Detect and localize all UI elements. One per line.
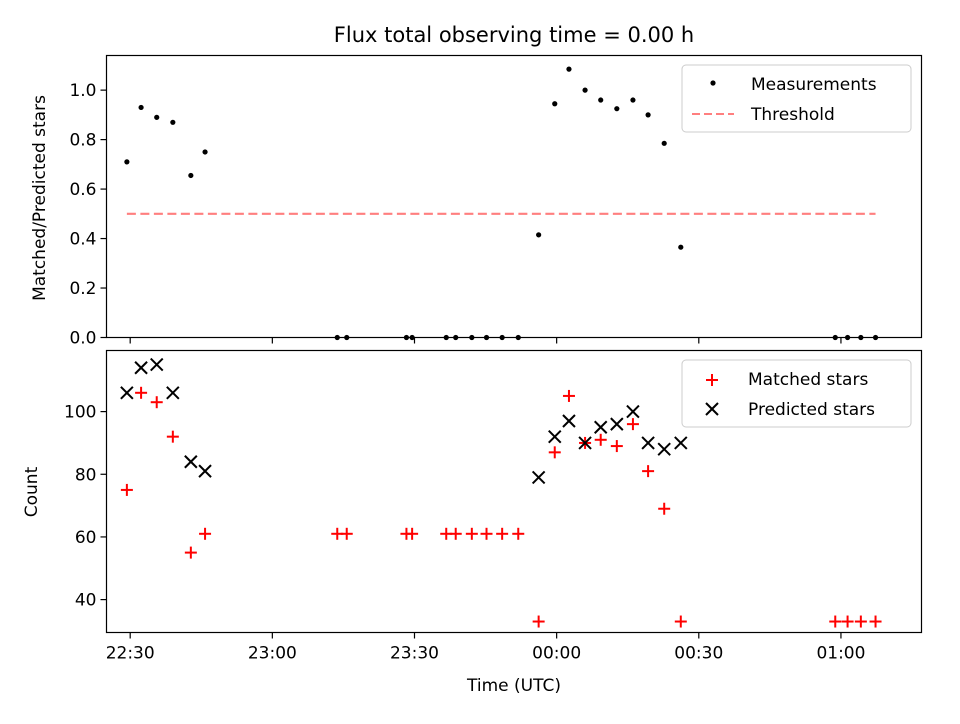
matched-stars-point — [562, 389, 575, 402]
measurements-point — [552, 101, 558, 107]
bottom-y-tick-label: 40 — [75, 591, 97, 611]
top-y-tick-label: 0.6 — [69, 180, 96, 200]
chart-title: Flux total observing time = 0.00 h — [334, 23, 694, 47]
predicted-stars-point — [150, 357, 164, 372]
predicted-stars-point — [548, 429, 562, 444]
measurements-point — [614, 106, 620, 112]
legend-threshold-label: Threshold — [750, 105, 835, 125]
measurements-point — [154, 114, 160, 120]
bottom-plot-frame — [105, 349, 923, 634]
top-panel: Matched/Predicted stars 0.0 0.2 0.4 0.6 0.8 1… — [30, 54, 923, 349]
matched-stars-point — [496, 527, 509, 540]
legend-predicted-marker — [705, 402, 719, 416]
measurements-point — [202, 149, 208, 155]
matched-stars-point — [150, 396, 163, 409]
predicted-stars-point — [184, 455, 198, 469]
top-y-tick-label: 0.0 — [69, 329, 96, 349]
measurements-point — [124, 159, 130, 165]
bottom-legend: Matched stars Predicted stars — [681, 359, 912, 428]
bottom-panel: Count Time (UTC) 22:30 23:00 23:30 00:00 00:… — [22, 349, 923, 696]
measurements-point — [630, 97, 636, 103]
measurements-point — [598, 97, 604, 103]
predicted-stars-point — [562, 414, 576, 428]
measurements-point — [188, 172, 194, 179]
matched-stars-point — [184, 546, 197, 559]
matched-stars-point — [869, 615, 882, 628]
predicted-stars-point — [594, 420, 608, 434]
bottom-y-axis-label: Count — [22, 466, 42, 517]
measurements-point — [678, 244, 684, 250]
bottom-x-tick-label: 23:00 — [248, 644, 297, 664]
matched-stars-point — [199, 527, 212, 540]
measurements-point — [661, 140, 667, 146]
top-plot-frame — [105, 54, 923, 339]
predicted-stars-point — [120, 386, 134, 400]
bottom-y-tick-label: 100 — [64, 403, 96, 423]
bottom-y-tick-label: 60 — [75, 528, 97, 548]
predicted-stars-point — [578, 436, 592, 450]
bottom-x-tick-label: 00:30 — [674, 644, 723, 664]
measurements-point — [582, 87, 588, 93]
bottom-x-tick-label: 22:30 — [106, 644, 155, 664]
top-y-tick-label: 1.0 — [69, 81, 96, 101]
predicted-stars-point — [674, 436, 688, 450]
measurements-point — [536, 232, 542, 238]
predicted-stars-point — [626, 404, 640, 419]
matched-stars-point — [449, 527, 462, 540]
top-legend: Measurements Threshold — [681, 64, 912, 133]
measurements-point — [170, 119, 176, 125]
top-y-tick-label: 0.4 — [69, 230, 96, 250]
top-y-tick-label: 0.8 — [69, 131, 96, 151]
matched-stars-point — [610, 440, 623, 453]
legend-matched-label: Matched stars — [748, 370, 868, 390]
legend-matched-marker — [706, 374, 718, 386]
matched-stars-point — [512, 527, 525, 540]
bottom-x-tick-label: 23:30 — [390, 644, 439, 664]
matched-stars-point — [854, 615, 867, 628]
matched-stars-point — [658, 502, 671, 515]
predicted-stars-point — [657, 442, 671, 456]
matched-stars-point — [626, 418, 639, 431]
legend-predicted-label: Predicted stars — [748, 400, 875, 420]
predicted-stars-point — [198, 464, 212, 478]
measurements-point — [645, 112, 651, 118]
matched-stars-point — [406, 527, 419, 540]
matched-stars-point — [548, 446, 561, 459]
top-legend-box — [681, 64, 912, 133]
matched-stars-point — [166, 430, 179, 443]
matched-stars-point — [674, 615, 687, 628]
predicted-stars-point — [641, 436, 655, 450]
measurements-point — [138, 104, 144, 111]
top-y-axis-label: Matched/Predicted stars — [30, 95, 50, 301]
top-y-tick-label: 0.2 — [69, 279, 96, 299]
matched-stars-point — [340, 527, 353, 540]
bottom-x-tick-label: 01:00 — [816, 644, 865, 664]
legend-measurements-marker — [710, 80, 716, 86]
matched-stars-point — [594, 433, 607, 446]
matched-stars-point — [642, 465, 655, 478]
predicted-stars-point — [531, 470, 546, 485]
bottom-y-tick-label: 80 — [75, 465, 97, 485]
matched-stars-point — [465, 527, 478, 540]
bottom-legend-box — [681, 359, 912, 428]
predicted-stars-point — [166, 386, 180, 400]
legend-measurements-label: Measurements — [751, 75, 877, 95]
matched-stars-point — [841, 615, 854, 628]
bottom-x-axis-label: Time (UTC) — [466, 676, 561, 696]
predicted-stars-point — [610, 417, 624, 431]
measurements-point — [566, 66, 572, 72]
predicted-stars-point — [134, 361, 148, 375]
bottom-x-tick-label: 00:00 — [532, 644, 581, 664]
matched-stars-point — [480, 527, 493, 540]
matched-stars-point — [120, 483, 133, 496]
matched-stars-point — [829, 615, 842, 628]
matched-stars-point — [532, 615, 545, 628]
matched-stars-point — [135, 386, 148, 399]
